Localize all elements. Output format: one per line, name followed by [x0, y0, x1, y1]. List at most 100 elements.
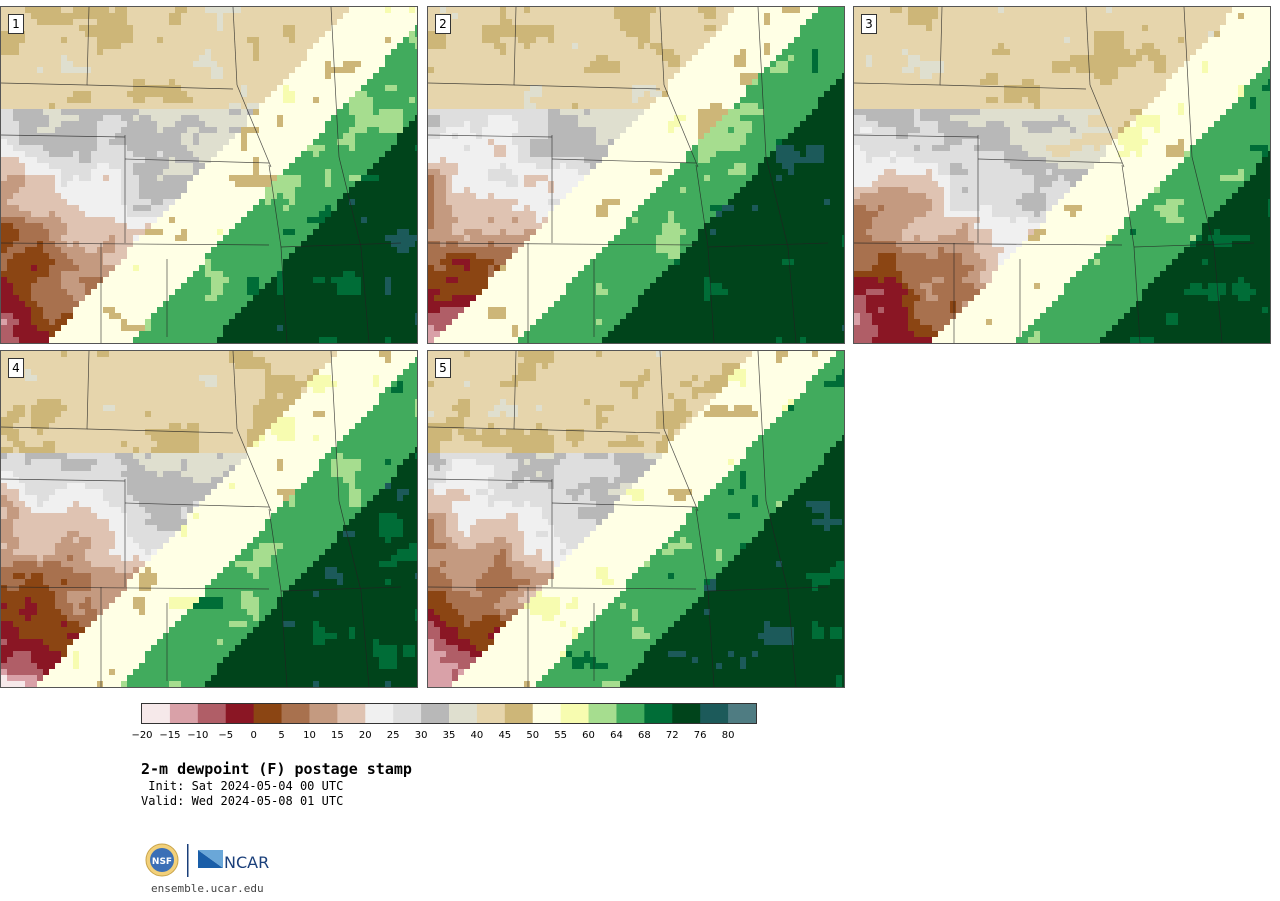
map-panel-3: 3 — [853, 6, 1271, 344]
state-border — [659, 351, 665, 430]
state-border — [1133, 242, 1255, 248]
colorbar-border — [141, 703, 757, 724]
state-border — [1, 242, 270, 246]
state-border — [280, 242, 402, 248]
state-border — [551, 502, 697, 508]
state-border — [428, 134, 553, 138]
state-border — [513, 84, 661, 90]
state-border — [236, 84, 272, 168]
map-panel-5: 5 — [427, 350, 845, 688]
colorbar-swatch — [644, 704, 673, 723]
colorbar-swatch — [393, 704, 422, 723]
colorbar-tick-label: 20 — [358, 730, 372, 741]
state-border — [551, 158, 697, 164]
colorbar-tick-label: 5 — [278, 730, 285, 741]
state-border — [124, 158, 270, 164]
colorbar-swatch — [476, 704, 506, 723]
state-border — [787, 590, 797, 687]
state-border — [232, 7, 238, 86]
state-border — [977, 158, 1123, 164]
colorbar-tick-label: 68 — [637, 730, 651, 741]
colorbar-swatch — [281, 704, 310, 723]
state-border — [513, 428, 661, 434]
state-border — [1183, 7, 1215, 248]
colorbar-swatch — [365, 704, 394, 723]
dewpoint-map — [854, 7, 1270, 343]
state-border — [1, 134, 126, 138]
state-border — [659, 7, 665, 86]
colorbar-tick-label: 60 — [582, 730, 595, 741]
state-border — [86, 84, 234, 90]
colorbar-swatch — [560, 704, 590, 723]
nsf-logo-text: NSF — [152, 857, 172, 867]
dewpoint-map — [428, 7, 844, 343]
colorbar-tick-label: 40 — [470, 730, 484, 741]
dewpoint-map — [1, 7, 417, 343]
state-border — [330, 7, 362, 248]
dewpoint-map — [428, 351, 844, 687]
colorbar-tick-label: 30 — [414, 730, 428, 741]
colorbar-swatch — [253, 704, 283, 723]
colorbar-swatch — [225, 704, 255, 723]
state-border — [330, 351, 362, 592]
map-panel-1: 1 — [0, 6, 418, 344]
colorbar — [141, 703, 757, 724]
state-border — [787, 246, 797, 343]
panel-label: 3 — [861, 14, 877, 34]
chart-title: 2-m dewpoint (F) postage stamp — [141, 760, 412, 778]
url-text: ensemble.ucar.edu — [151, 882, 264, 895]
colorbar-swatch — [142, 704, 171, 723]
state-border — [360, 590, 370, 687]
state-border — [1213, 246, 1223, 343]
colorbar-swatch — [309, 704, 338, 723]
state-border — [1089, 84, 1125, 168]
state-border — [854, 242, 1123, 246]
state-border — [124, 502, 270, 508]
colorbar-swatch — [672, 704, 701, 723]
colorbar-swatch — [337, 704, 366, 723]
init-time: Init: Sat 2024-05-04 00 UTC — [141, 779, 344, 793]
map-panel-2: 2 — [427, 6, 845, 344]
colorbar-tick-label: 15 — [330, 730, 344, 741]
colorbar-swatch — [449, 704, 478, 723]
state-border — [280, 586, 402, 592]
colorbar-tick-label: 76 — [693, 730, 707, 741]
colorbar-tick-label: 10 — [303, 730, 316, 741]
logo-graphic: NSF NCAR — [145, 843, 269, 877]
colorbar-tick-label: −20 — [131, 730, 153, 741]
colorbar-tick-label: 80 — [721, 730, 735, 741]
state-border — [707, 242, 829, 248]
state-border — [939, 84, 1087, 90]
colorbar-tick-label: 45 — [498, 730, 512, 741]
state-border — [757, 7, 789, 248]
state-border — [854, 134, 979, 138]
state-border — [428, 478, 553, 482]
colorbar-tick-label: 0 — [250, 730, 257, 741]
panel-label: 1 — [8, 14, 24, 34]
state-border — [1, 478, 126, 482]
panel-label: 4 — [8, 358, 24, 378]
state-border — [360, 246, 370, 343]
colorbar-tick-label: −15 — [159, 730, 181, 741]
colorbar-tick-label: 35 — [442, 730, 456, 741]
state-border — [1, 586, 270, 590]
colorbar-tick-label: 50 — [526, 730, 540, 741]
colorbar-tick-label: −5 — [218, 730, 234, 741]
panel-label: 2 — [435, 14, 451, 34]
panel-label: 5 — [435, 358, 451, 378]
state-border — [663, 84, 699, 168]
colorbar-tick-labels: −20 −15 −10 −5 0 5 10 15 20 25 30 35 40 45 50 55 60 64 68 7… — [0, 730, 800, 744]
colorbar-swatch — [532, 704, 562, 723]
state-border — [663, 428, 699, 512]
state-border — [757, 351, 789, 592]
colorbar-tick-label: 25 — [386, 730, 400, 741]
colorbar-swatch — [616, 704, 645, 723]
ncar-logo-text: NCAR — [224, 853, 269, 872]
state-border — [236, 428, 272, 512]
state-border — [1085, 7, 1091, 86]
dewpoint-map — [1, 351, 417, 687]
colorbar-swatch — [504, 704, 534, 723]
colorbar-swatch — [197, 704, 227, 723]
colorbar-swatch — [588, 704, 617, 723]
colorbar-swatch — [728, 704, 757, 723]
